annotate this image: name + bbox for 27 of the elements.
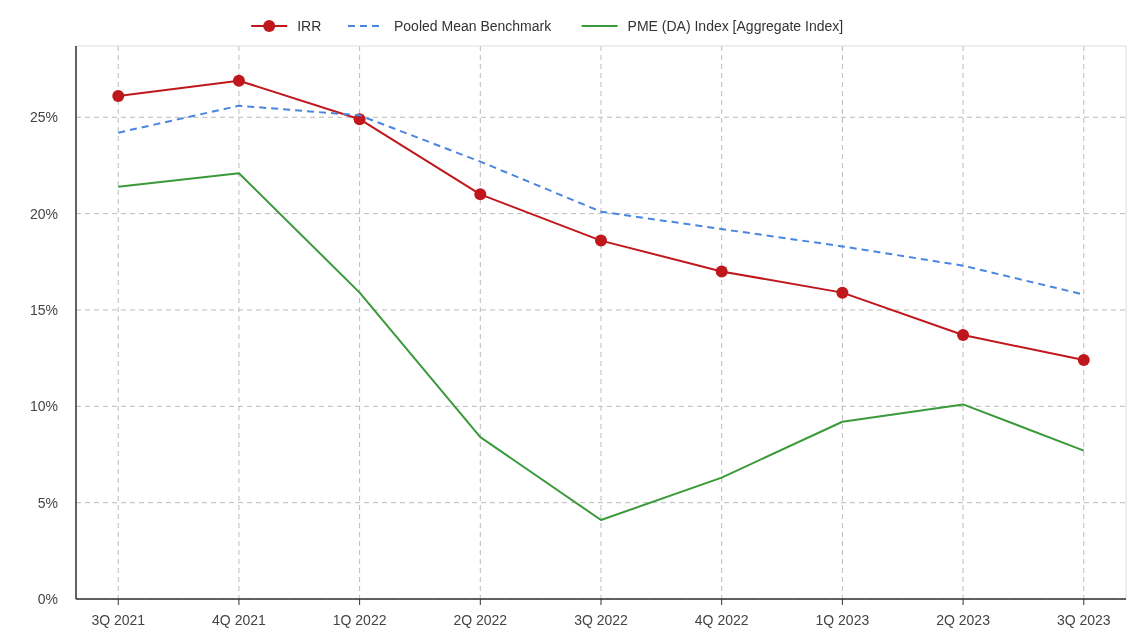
x-tick-label: 4Q 2021 (212, 612, 266, 628)
x-tick-label: 4Q 2022 (694, 612, 749, 628)
x-tick-label: 1Q 2023 (815, 612, 870, 628)
y-tick-label: 25% (29, 109, 58, 126)
legend-label: IRR (297, 17, 322, 34)
point (595, 234, 607, 247)
x-tick-label: 1Q 2022 (332, 612, 387, 628)
x-tick-label: 2Q 2023 (936, 612, 991, 628)
y-tick-label: 15% (29, 301, 58, 318)
legend-label: PME (DA) Index [Aggregate Index] (627, 17, 844, 34)
point (957, 329, 970, 342)
x-tick-label: 3Q 2021 (91, 612, 146, 628)
y-tick-label: 20% (29, 205, 58, 222)
point (112, 90, 125, 103)
x-tick-label: 2Q 2022 (453, 612, 508, 628)
point (232, 74, 245, 87)
point (474, 188, 487, 201)
point (715, 265, 728, 278)
y-tick-label: 5% (37, 494, 58, 511)
line-series (117, 172, 1085, 521)
y-tick-label: 0% (37, 590, 58, 607)
point (836, 286, 849, 299)
y-tick-label: 10% (29, 398, 58, 415)
legend-label: Pooled Mean Benchmark (394, 17, 553, 34)
point (1077, 354, 1090, 367)
x-tick-label: 3Q 2023 (1056, 612, 1111, 628)
x-tick-label: 3Q 2022 (574, 612, 629, 628)
